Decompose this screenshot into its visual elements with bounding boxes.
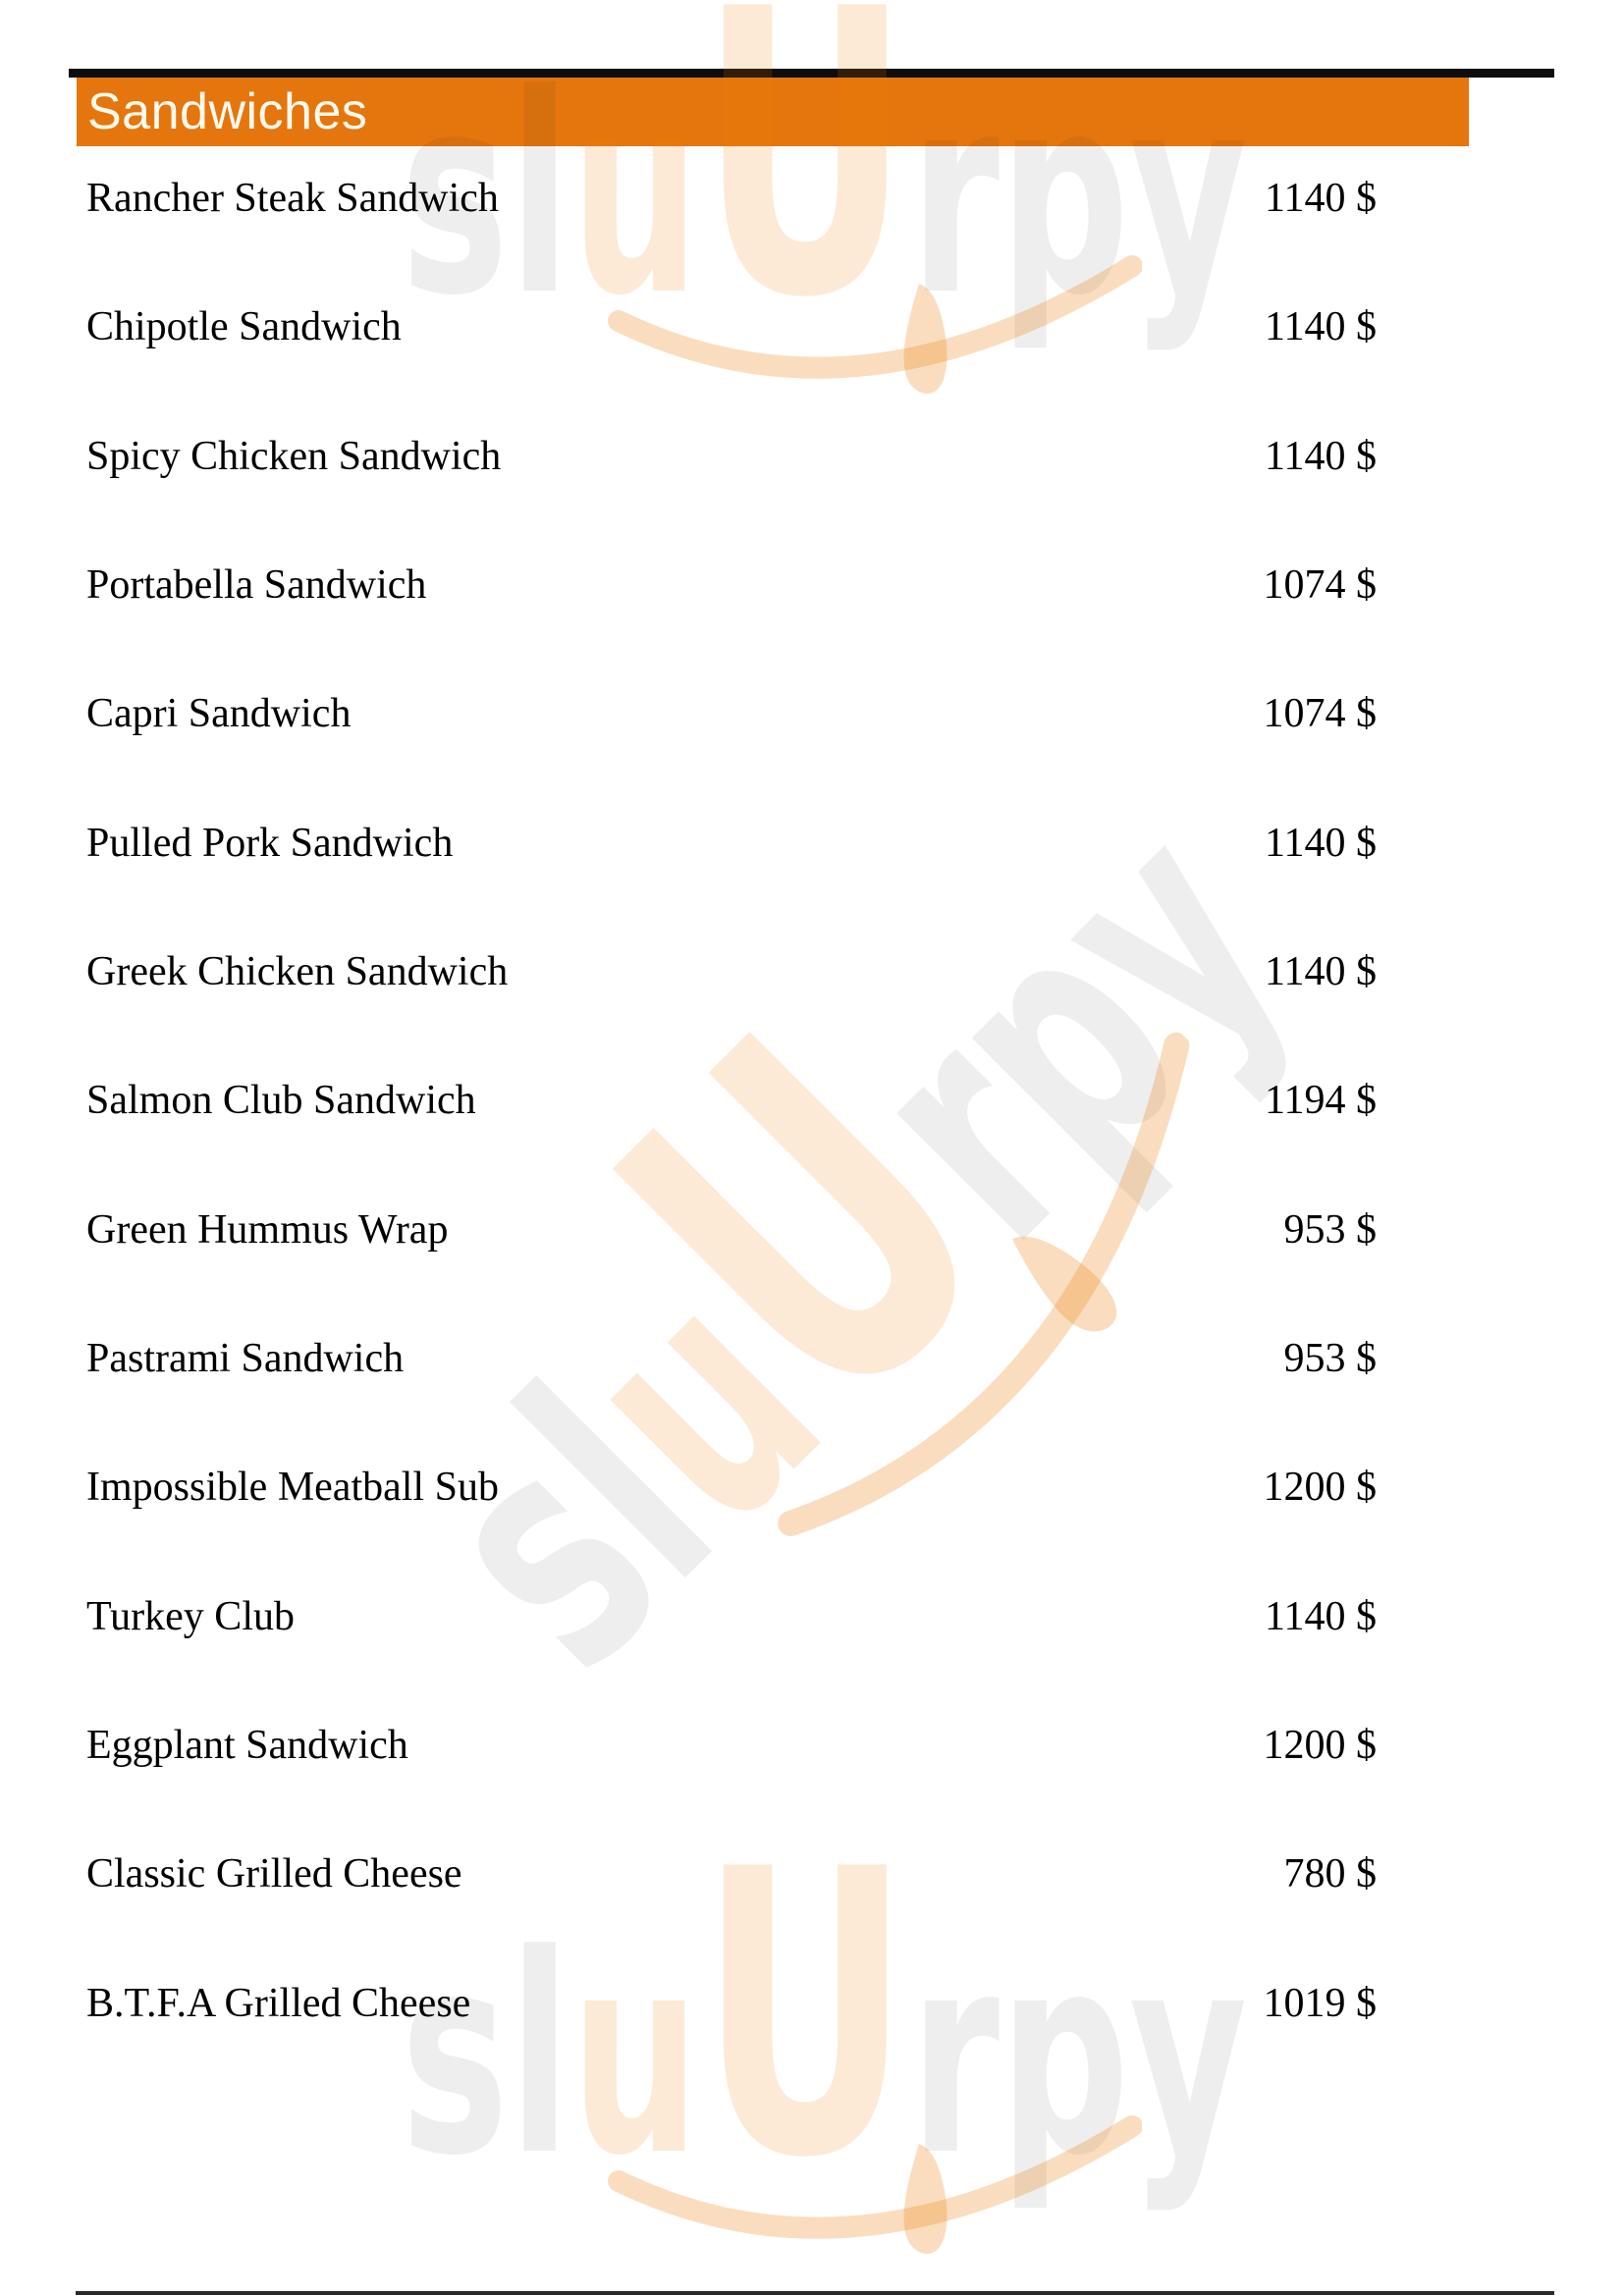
menu-item-row: Pulled Pork Sandwich 1140 $ — [86, 822, 1377, 950]
menu-item-row: Chipotle Sandwich 1140 $ — [86, 305, 1377, 434]
bottom-rule — [76, 2291, 1554, 2295]
menu-item-name: Pulled Pork Sandwich — [86, 820, 454, 866]
menu-item-name: Green Hummus Wrap — [86, 1206, 449, 1253]
menu-item-row: Spicy Chicken Sandwich 1140 $ — [86, 435, 1377, 563]
menu-item-row: B.T.F.A Grilled Cheese 1019 $ — [86, 1982, 1377, 2110]
menu-item-name: B.T.F.A Grilled Cheese — [86, 1980, 471, 2026]
menu-item-price: 1194 $ — [1265, 1078, 1377, 1124]
top-black-strip — [69, 69, 1554, 78]
menu-item-price: 1140 $ — [1265, 304, 1377, 350]
menu-item-row: Greek Chicken Sandwich 1140 $ — [86, 950, 1377, 1079]
menu-item-price: 1140 $ — [1265, 176, 1377, 221]
menu-item-name: Impossible Meatball Sub — [86, 1465, 499, 1511]
menu-item-price: 1200 $ — [1263, 1465, 1378, 1511]
menu-item-row: Rancher Steak Sandwich 1140 $ — [86, 177, 1377, 305]
menu-item-price: 1140 $ — [1265, 949, 1377, 995]
menu-item-price: 953 $ — [1283, 1206, 1378, 1253]
menu-item-name: Salmon Club Sandwich — [86, 1078, 476, 1124]
menu-item-price: 1074 $ — [1263, 562, 1378, 609]
sluurpy-smile-icon — [608, 2115, 1142, 2255]
menu-item-name: Turkey Club — [86, 1593, 295, 1639]
menu-item-name: Classic Grilled Cheese — [86, 1851, 462, 1897]
menu-item-row: Impossible Meatball Sub 1200 $ — [86, 1466, 1377, 1594]
section-title: Sandwiches — [87, 83, 368, 140]
menu-item-row: Eggplant Sandwich 1200 $ — [86, 1724, 1377, 1852]
menu-item-price: 1074 $ — [1263, 691, 1378, 737]
menu-item-price: 1140 $ — [1265, 433, 1377, 479]
menu-item-price: 1140 $ — [1265, 820, 1377, 866]
menu-item-name: Eggplant Sandwich — [86, 1723, 408, 1769]
menu-item-price: 953 $ — [1283, 1336, 1378, 1382]
menu-item-name: Rancher Steak Sandwich — [86, 176, 499, 221]
menu-item-price: 780 $ — [1283, 1851, 1378, 1897]
menu-item-row: Turkey Club 1140 $ — [86, 1595, 1377, 1724]
menu-item-row: Portabella Sandwich 1074 $ — [86, 563, 1377, 692]
menu-item-row: Salmon Club Sandwich 1194 $ — [86, 1079, 1377, 1207]
menu-item-row: Classic Grilled Cheese 780 $ — [86, 1852, 1377, 1981]
menu-item-name: Chipotle Sandwich — [86, 304, 402, 350]
menu-item-name: Greek Chicken Sandwich — [86, 949, 509, 995]
menu-item-name: Spicy Chicken Sandwich — [86, 433, 502, 479]
menu-item-row: Capri Sandwich 1074 $ — [86, 692, 1377, 821]
menu-item-row: Pastrami Sandwich 953 $ — [86, 1337, 1377, 1466]
menu-item-price: 1200 $ — [1263, 1723, 1378, 1769]
menu-item-price: 1019 $ — [1263, 1980, 1378, 2026]
menu-list: Rancher Steak Sandwich 1140 $ Chipotle S… — [86, 177, 1377, 2110]
menu-item-name: Capri Sandwich — [86, 691, 352, 737]
section-header: Sandwiches — [77, 78, 1469, 146]
menu-item-price: 1140 $ — [1265, 1593, 1377, 1639]
menu-item-row: Green Hummus Wrap 953 $ — [86, 1208, 1377, 1337]
menu-item-name: Portabella Sandwich — [86, 562, 427, 609]
menu-item-name: Pastrami Sandwich — [86, 1336, 405, 1382]
